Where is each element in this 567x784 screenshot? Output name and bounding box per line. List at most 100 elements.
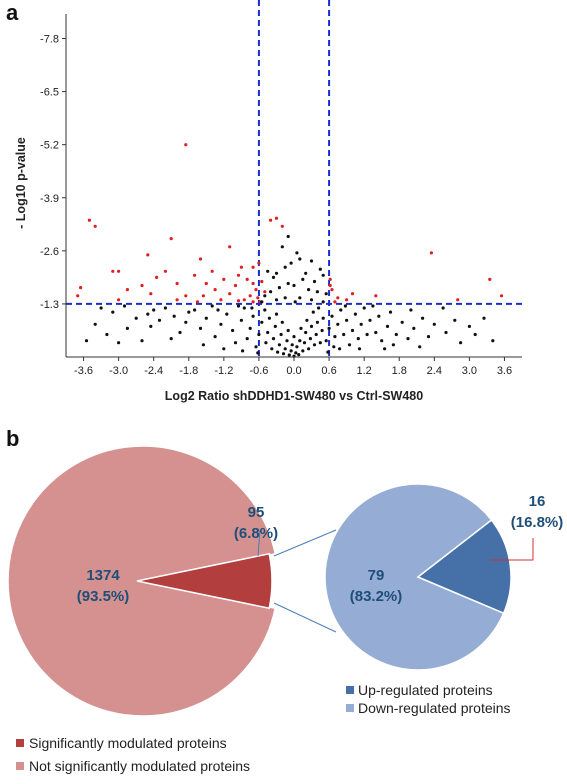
point-not-significant xyxy=(204,316,208,320)
x-axis-ticks: -3.6 -3.0 -2.4 -1.8 -1.2 -0.6 0.0 0.6 1.2 1.8 2.4 3… xyxy=(74,357,512,377)
main-large-count: 1374 xyxy=(86,567,120,584)
x-tick-label: -2.4 xyxy=(144,365,163,377)
x-tick-label: -1.8 xyxy=(179,365,198,377)
point-not-significant xyxy=(315,290,319,294)
x-tick-label: 2.4 xyxy=(427,365,442,377)
point-significant xyxy=(336,296,340,300)
point-not-significant xyxy=(286,328,290,333)
point-not-significant xyxy=(248,326,252,330)
point-not-significant xyxy=(321,300,325,304)
point-significant xyxy=(76,294,80,298)
point-not-significant xyxy=(324,339,328,343)
point-not-significant xyxy=(309,298,314,302)
point-not-significant xyxy=(210,304,214,308)
point-not-significant xyxy=(280,320,284,324)
sub-large-count: 79 xyxy=(368,567,385,584)
x-tick-label: -3.6 xyxy=(74,365,93,377)
point-not-significant xyxy=(105,332,109,337)
point-significant xyxy=(201,294,205,298)
point-not-significant xyxy=(333,335,337,339)
point-significant xyxy=(125,288,129,292)
main-large-pct: (93.5%) xyxy=(77,588,130,605)
point-significant xyxy=(374,294,378,298)
point-not-significant xyxy=(222,347,226,351)
point-not-significant xyxy=(418,345,422,349)
point-not-significant xyxy=(426,335,431,339)
point-not-significant xyxy=(473,332,477,337)
point-not-significant xyxy=(99,306,103,310)
point-significant xyxy=(149,292,153,296)
point-significant xyxy=(228,245,232,249)
point-not-significant xyxy=(245,337,249,341)
point-significant xyxy=(245,277,249,281)
point-not-significant xyxy=(311,310,315,314)
point-not-significant xyxy=(260,300,264,304)
point-not-significant xyxy=(283,347,287,351)
panel-b-label: b xyxy=(6,426,19,451)
point-significant xyxy=(251,265,255,269)
point-not-significant xyxy=(251,314,255,318)
x-tick-label: 3.0 xyxy=(462,365,477,377)
point-significant xyxy=(213,288,217,292)
point-not-significant xyxy=(309,259,314,263)
x-tick-label: 1.8 xyxy=(392,365,407,377)
point-not-significant xyxy=(441,306,445,310)
point-not-significant xyxy=(264,341,268,345)
point-not-significant xyxy=(279,332,283,337)
point-significant xyxy=(263,290,267,294)
point-significant xyxy=(79,286,83,290)
point-significant xyxy=(236,273,241,277)
point-not-significant xyxy=(374,330,378,335)
point-significant xyxy=(236,299,241,303)
point-significant xyxy=(350,292,355,296)
point-significant xyxy=(274,216,279,220)
point-not-significant xyxy=(152,308,156,312)
point-not-significant xyxy=(236,304,241,308)
point-not-significant xyxy=(357,347,362,351)
point-not-significant xyxy=(193,308,197,312)
point-not-significant xyxy=(263,308,267,312)
main-small-pct: (6.8%) xyxy=(234,525,278,542)
point-not-significant xyxy=(274,271,279,275)
point-not-significant xyxy=(140,339,144,343)
point-significant xyxy=(260,279,264,284)
pie-sub-slice-large xyxy=(324,483,505,671)
panel-a-label: a xyxy=(6,0,19,25)
point-significant xyxy=(228,292,232,296)
point-not-significant xyxy=(157,318,162,322)
point-not-significant xyxy=(285,339,289,343)
point-not-significant xyxy=(326,350,330,354)
legend-label-up: Up-regulated proteins xyxy=(358,682,493,698)
point-not-significant xyxy=(309,324,314,328)
point-not-significant xyxy=(117,341,121,345)
point-not-significant xyxy=(187,310,191,314)
point-not-significant xyxy=(292,283,296,288)
point-not-significant xyxy=(289,261,293,265)
point-not-significant xyxy=(149,324,153,328)
scatter-points xyxy=(76,143,504,358)
point-significant xyxy=(328,283,332,288)
point-significant xyxy=(280,224,284,228)
point-not-significant xyxy=(362,306,366,310)
point-not-significant xyxy=(308,337,312,341)
point-not-significant xyxy=(297,353,301,357)
point-not-significant xyxy=(225,312,229,316)
point-significant xyxy=(193,273,197,277)
point-not-significant xyxy=(294,351,298,355)
point-not-significant xyxy=(273,324,277,328)
point-not-significant xyxy=(269,290,273,294)
point-not-significant xyxy=(271,337,276,341)
point-not-significant xyxy=(277,343,281,347)
point-not-significant xyxy=(320,328,324,333)
point-not-significant xyxy=(339,308,343,312)
point-not-significant xyxy=(169,337,173,341)
point-significant xyxy=(345,298,349,302)
point-not-significant xyxy=(254,345,258,349)
point-not-significant xyxy=(327,326,331,330)
point-not-significant xyxy=(302,341,307,345)
point-not-significant xyxy=(353,312,357,316)
point-not-significant xyxy=(317,306,321,310)
point-significant xyxy=(184,294,188,298)
sub-small-count: 16 xyxy=(529,493,546,510)
point-not-significant xyxy=(233,341,238,345)
